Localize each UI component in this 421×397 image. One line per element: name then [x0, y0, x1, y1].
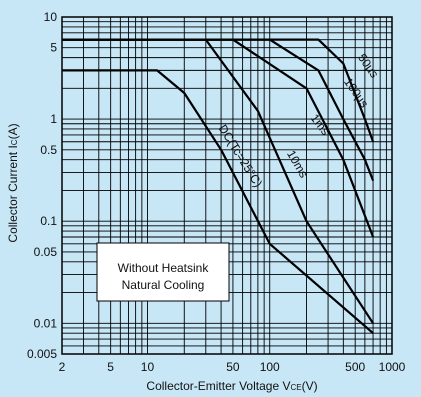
- x-tick-label: 500: [345, 360, 365, 374]
- x-tick-label: 2: [59, 360, 66, 374]
- x-tick-label: 100: [260, 360, 280, 374]
- x-axis-title-sub: CE: [290, 383, 301, 392]
- y-axis-title-main: Collector Current I: [6, 145, 20, 242]
- x-axis-title: Collector-Emitter Voltage VCE(V): [146, 379, 317, 393]
- x-tick-label: 1000: [379, 360, 406, 374]
- note-box: Without Heatsink Natural Cooling: [96, 242, 230, 302]
- note-box-frame: [96, 242, 230, 302]
- series-line: [62, 38, 375, 182]
- x-axis-title-main: Collector-Emitter Voltage V: [146, 379, 290, 393]
- series-line: [62, 69, 374, 335]
- y-axis-title-unit: (A): [6, 123, 20, 139]
- y-tick-label: 1: [50, 112, 57, 126]
- x-tick-label: 50: [226, 360, 240, 374]
- y-tick-label: 10: [44, 10, 58, 24]
- plot-frame: [61, 16, 393, 355]
- y-tick-label: 0.5: [40, 143, 57, 157]
- y-tick-label: 0.01: [34, 316, 58, 330]
- y-tick-label: 5: [50, 41, 57, 55]
- note-line-2: Natural Cooling: [122, 278, 205, 292]
- y-axis-title-sub: C: [10, 139, 19, 145]
- series-lines: [62, 38, 375, 335]
- y-tick-label: 0.005: [27, 347, 57, 361]
- series-line: [62, 38, 375, 324]
- tick-labels: 2 5 10 50 100 500 1000 10 5 1 0.5 0.1 0.05 0.01 0.005: [27, 10, 406, 374]
- y-tick-label: 0.05: [34, 245, 58, 259]
- y-axis-title: Collector Current IC(A): [6, 123, 20, 242]
- y-tick-label: 0.1: [40, 214, 57, 228]
- x-tick-label: 10: [141, 360, 155, 374]
- note-line-1: Without Heatsink: [118, 261, 210, 275]
- x-axis-title-unit: (V): [302, 379, 318, 393]
- x-tick-label: 5: [107, 360, 114, 374]
